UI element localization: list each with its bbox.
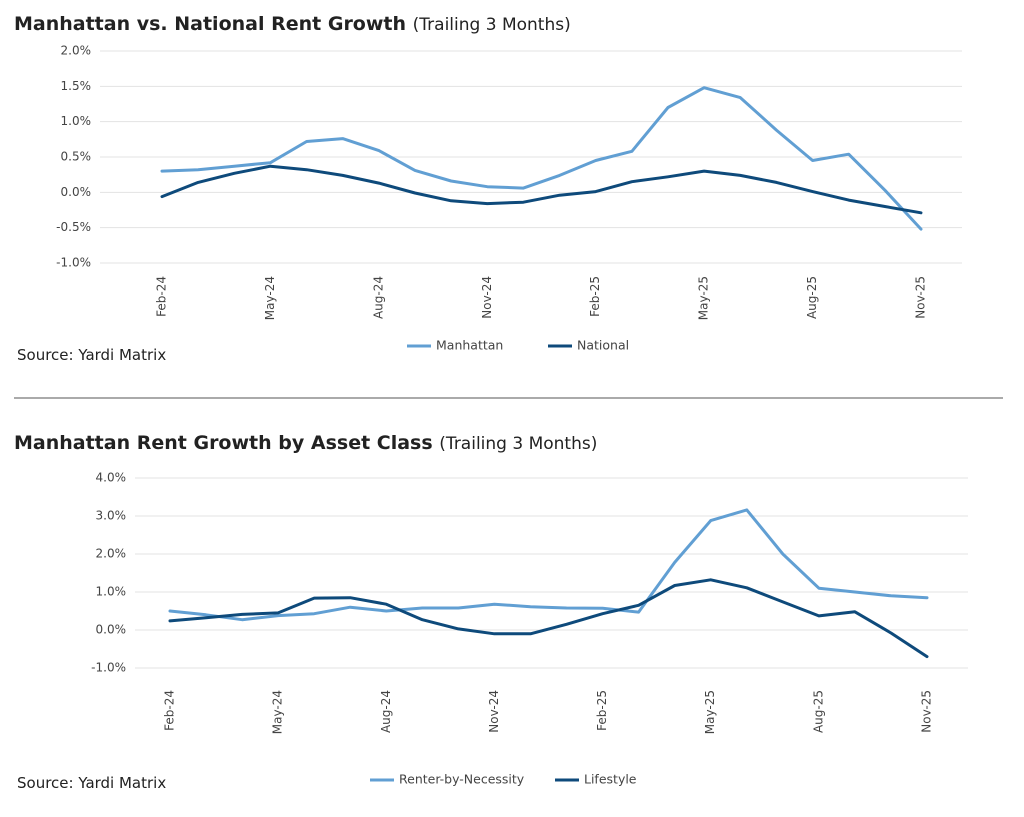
x-tick-label: Nov-25 [914, 276, 928, 319]
subtitle: (Trailing 3 Months) [439, 434, 597, 454]
legend-label: Lifestyle [584, 772, 637, 787]
x-tick-label: Aug-25 [811, 690, 825, 733]
x-tick-label: Feb-25 [588, 276, 602, 317]
title-main: Manhattan vs. National Rent Growth [14, 13, 406, 35]
x-tick-label: Nov-24 [487, 690, 501, 733]
y-tick-label: 3.0% [96, 509, 127, 523]
chart-title: Manhattan vs. National Rent Growth (Trai… [14, 13, 571, 35]
title-main: Manhattan Rent Growth by Asset Class [14, 432, 433, 454]
x-tick-label: Feb-25 [595, 690, 609, 731]
x-tick-label: Nov-24 [480, 276, 494, 319]
legend-label: Renter-by-Necessity [399, 772, 525, 787]
series-line [168, 508, 929, 622]
y-tick-label: -0.5% [56, 220, 91, 234]
x-tick-label: Aug-24 [371, 276, 385, 319]
y-tick-label: 4.0% [96, 471, 127, 485]
x-tick-label: May-24 [271, 690, 285, 734]
y-tick-label: 1.0% [96, 585, 127, 599]
x-tick-label: Aug-24 [379, 690, 393, 733]
y-tick-label: 1.5% [61, 79, 92, 93]
x-tick-label: May-24 [263, 276, 277, 320]
x-tick-label: Feb-24 [163, 690, 177, 731]
y-tick-label: 0.0% [96, 623, 127, 637]
series-line [160, 86, 923, 231]
y-tick-label: 0.5% [61, 150, 92, 164]
y-tick-label: -1.0% [91, 661, 126, 675]
y-tick-label: 2.0% [61, 44, 92, 58]
x-tick-label: May-25 [703, 690, 717, 734]
series-line [168, 578, 929, 659]
y-tick-label: 2.0% [96, 547, 127, 561]
source-note: Source: Yardi Matrix [17, 774, 166, 792]
legend-label: Manhattan [436, 338, 503, 353]
y-tick-label: -1.0% [56, 256, 91, 270]
x-tick-label: Feb-24 [155, 276, 169, 317]
x-tick-label: May-25 [697, 276, 711, 320]
series-line [160, 164, 923, 215]
x-tick-label: Aug-25 [805, 276, 819, 319]
y-tick-label: 1.0% [61, 114, 92, 128]
x-tick-label: Nov-25 [920, 690, 934, 733]
subtitle: (Trailing 3 Months) [413, 15, 571, 35]
y-tick-label: 0.0% [61, 185, 92, 199]
chart-title: Manhattan Rent Growth by Asset Class (Tr… [14, 432, 597, 454]
source-note: Source: Yardi Matrix [17, 346, 166, 364]
legend-label: National [577, 338, 629, 353]
